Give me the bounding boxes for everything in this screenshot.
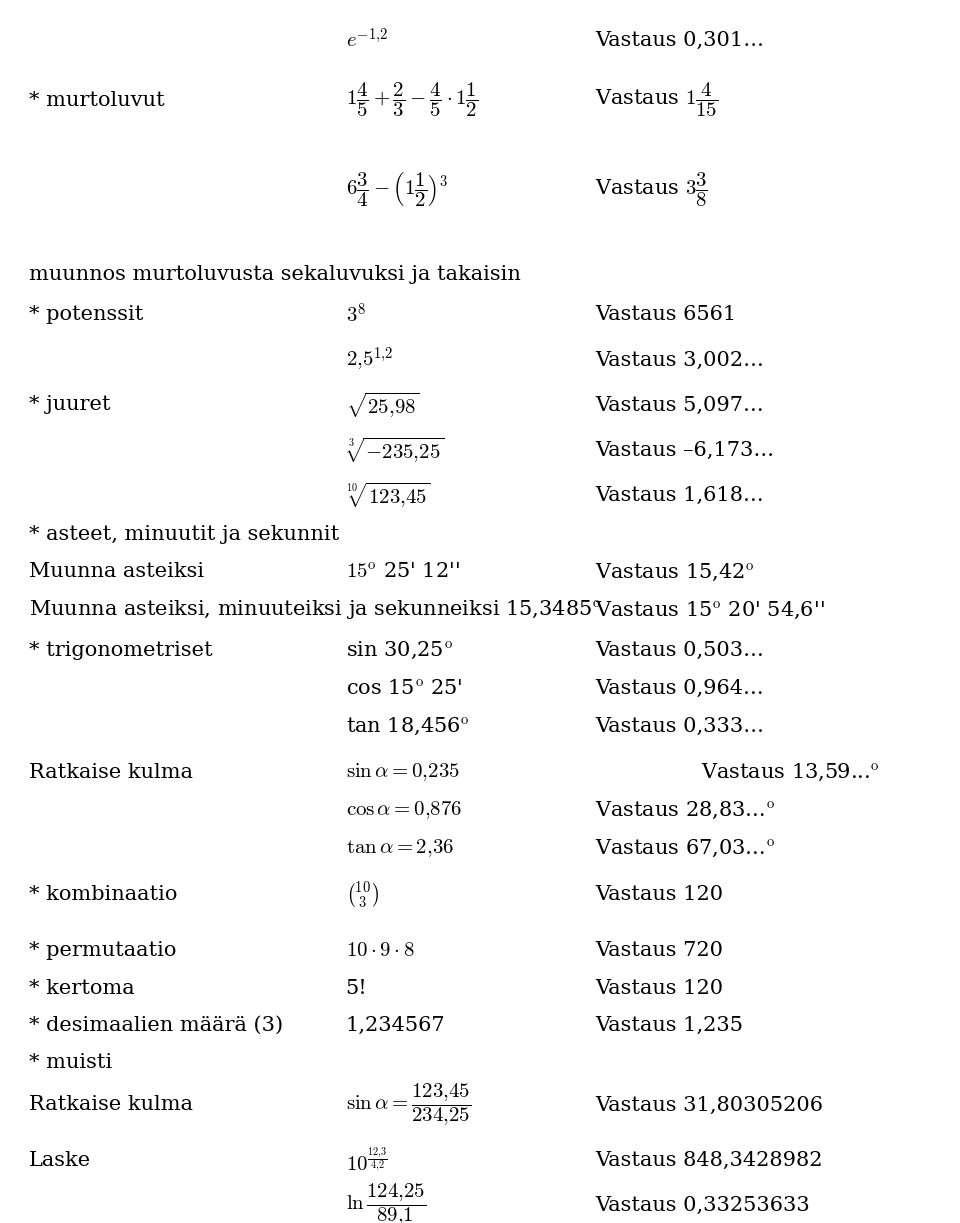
- Text: $1\dfrac{4}{5}+\dfrac{2}{3}-\dfrac{4}{5}\cdot 1\dfrac{1}{2}$: $1\dfrac{4}{5}+\dfrac{2}{3}-\dfrac{4}{5}…: [346, 81, 478, 120]
- Text: $e^{-1{,}2}$: $e^{-1{,}2}$: [346, 28, 388, 53]
- Text: Vastaus $3\dfrac{3}{8}$: Vastaus $3\dfrac{3}{8}$: [595, 171, 708, 209]
- Text: Muunna asteiksi, minuuteiksi ja sekunneiksi 15,3485$^{\mathrm{o}}$: Muunna asteiksi, minuuteiksi ja sekunnei…: [29, 598, 601, 621]
- Text: * trigonometriset: * trigonometriset: [29, 641, 212, 659]
- Text: * asteet, minuutit ja sekunnit: * asteet, minuutit ja sekunnit: [29, 526, 339, 544]
- Text: Vastaus 6561: Vastaus 6561: [595, 306, 736, 324]
- Text: * permutaatio: * permutaatio: [29, 940, 177, 960]
- Text: Vastaus 3,002…: Vastaus 3,002…: [595, 351, 764, 369]
- Text: $\ln\dfrac{124{,}25}{89{,}1}$: $\ln\dfrac{124{,}25}{89{,}1}$: [346, 1181, 426, 1223]
- Text: Ratkaise kulma: Ratkaise kulma: [29, 762, 193, 781]
- Text: $\tan\alpha = 2{,}36$: $\tan\alpha = 2{,}36$: [346, 837, 454, 859]
- Text: cos 15$^{\mathrm{o}}$ 25': cos 15$^{\mathrm{o}}$ 25': [346, 679, 462, 697]
- Text: $\sin\alpha = \dfrac{123{,}45}{234{,}25}$: $\sin\alpha = \dfrac{123{,}45}{234{,}25}…: [346, 1082, 470, 1128]
- Text: tan 18,456$^{\mathrm{o}}$: tan 18,456$^{\mathrm{o}}$: [346, 715, 469, 736]
- Text: * juuret: * juuret: [29, 395, 110, 415]
- Text: Vastaus $1\dfrac{4}{15}$: Vastaus $1\dfrac{4}{15}$: [595, 81, 719, 120]
- Text: Vastaus 1,618…: Vastaus 1,618…: [595, 486, 764, 505]
- Text: * kertoma: * kertoma: [29, 978, 134, 998]
- Text: Vastaus 28,83…$^{\mathrm{o}}$: Vastaus 28,83…$^{\mathrm{o}}$: [595, 800, 776, 821]
- Text: Vastaus 848,3428982: Vastaus 848,3428982: [595, 1151, 823, 1169]
- Text: Vastaus –6,173…: Vastaus –6,173…: [595, 440, 775, 460]
- Text: * kombinaatio: * kombinaatio: [29, 885, 178, 905]
- Text: $\sqrt[3]{-235{,}25}$: $\sqrt[3]{-235{,}25}$: [346, 435, 444, 465]
- Text: Vastaus 0,333…: Vastaus 0,333…: [595, 717, 764, 735]
- Text: $10^{\frac{12{,}3}{4{,}2}}$: $10^{\frac{12{,}3}{4{,}2}}$: [346, 1146, 388, 1174]
- Text: Vastaus 0,301…: Vastaus 0,301…: [595, 31, 764, 49]
- Text: Vastaus 1,235: Vastaus 1,235: [595, 1015, 743, 1035]
- Text: muunnos murtoluvusta sekaluvuksi ja takaisin: muunnos murtoluvusta sekaluvuksi ja taka…: [29, 265, 520, 285]
- Text: Vastaus 67,03…$^{\mathrm{o}}$: Vastaus 67,03…$^{\mathrm{o}}$: [595, 838, 776, 859]
- Text: 5!: 5!: [346, 978, 368, 998]
- Text: Vastaus 0,33253633: Vastaus 0,33253633: [595, 1196, 810, 1214]
- Text: $\cos\alpha = 0{,}876$: $\cos\alpha = 0{,}876$: [346, 799, 462, 821]
- Text: $\binom{10}{3}$: $\binom{10}{3}$: [346, 879, 379, 911]
- Text: * potenssit: * potenssit: [29, 306, 143, 324]
- Text: $6\dfrac{3}{4}-\left(1\dfrac{1}{2}\right)^{3}$: $6\dfrac{3}{4}-\left(1\dfrac{1}{2}\right…: [346, 171, 447, 209]
- Text: Vastaus 15,42$^{\mathrm{o}}$: Vastaus 15,42$^{\mathrm{o}}$: [595, 561, 755, 582]
- Text: Vastaus 0,503…: Vastaus 0,503…: [595, 641, 764, 659]
- Text: $3^{8}$: $3^{8}$: [346, 303, 366, 327]
- Text: * murtoluvut: * murtoluvut: [29, 91, 164, 110]
- Text: Vastaus 13,59...$^{\mathrm{o}}$: Vastaus 13,59...$^{\mathrm{o}}$: [701, 762, 879, 783]
- Text: Muunna asteiksi: Muunna asteiksi: [29, 563, 204, 581]
- Text: Vastaus 5,097…: Vastaus 5,097…: [595, 395, 764, 415]
- Text: $\sqrt[10]{123{,}45}$: $\sqrt[10]{123{,}45}$: [346, 481, 430, 510]
- Text: $\sin\alpha = 0{,}235$: $\sin\alpha = 0{,}235$: [346, 761, 460, 783]
- Text: Ratkaise kulma: Ratkaise kulma: [29, 1096, 193, 1114]
- Text: $10\cdot 9\cdot 8$: $10\cdot 9\cdot 8$: [346, 940, 415, 960]
- Text: Vastaus 720: Vastaus 720: [595, 940, 723, 960]
- Text: $\sqrt{25{,}98}$: $\sqrt{25{,}98}$: [346, 390, 420, 419]
- Text: $15^{\mathrm{o}}$ 25' 12'': $15^{\mathrm{o}}$ 25' 12'': [346, 563, 460, 581]
- Text: $2{,}5^{1{,}2}$: $2{,}5^{1{,}2}$: [346, 346, 393, 374]
- Text: * muisti: * muisti: [29, 1053, 112, 1071]
- Text: Laske: Laske: [29, 1151, 91, 1169]
- Text: sin 30,25$^{\mathrm{o}}$: sin 30,25$^{\mathrm{o}}$: [346, 640, 452, 660]
- Text: Vastaus 120: Vastaus 120: [595, 885, 723, 905]
- Text: * desimaalien määrä (3): * desimaalien määrä (3): [29, 1015, 283, 1035]
- Text: Vastaus 31,80305206: Vastaus 31,80305206: [595, 1096, 824, 1114]
- Text: Vastaus 0,964…: Vastaus 0,964…: [595, 679, 764, 697]
- Text: Vastaus 15$^{\mathrm{o}}$ 20' 54,6'': Vastaus 15$^{\mathrm{o}}$ 20' 54,6'': [595, 599, 825, 620]
- Text: 1,234567: 1,234567: [346, 1015, 445, 1035]
- Text: Vastaus 120: Vastaus 120: [595, 978, 723, 998]
